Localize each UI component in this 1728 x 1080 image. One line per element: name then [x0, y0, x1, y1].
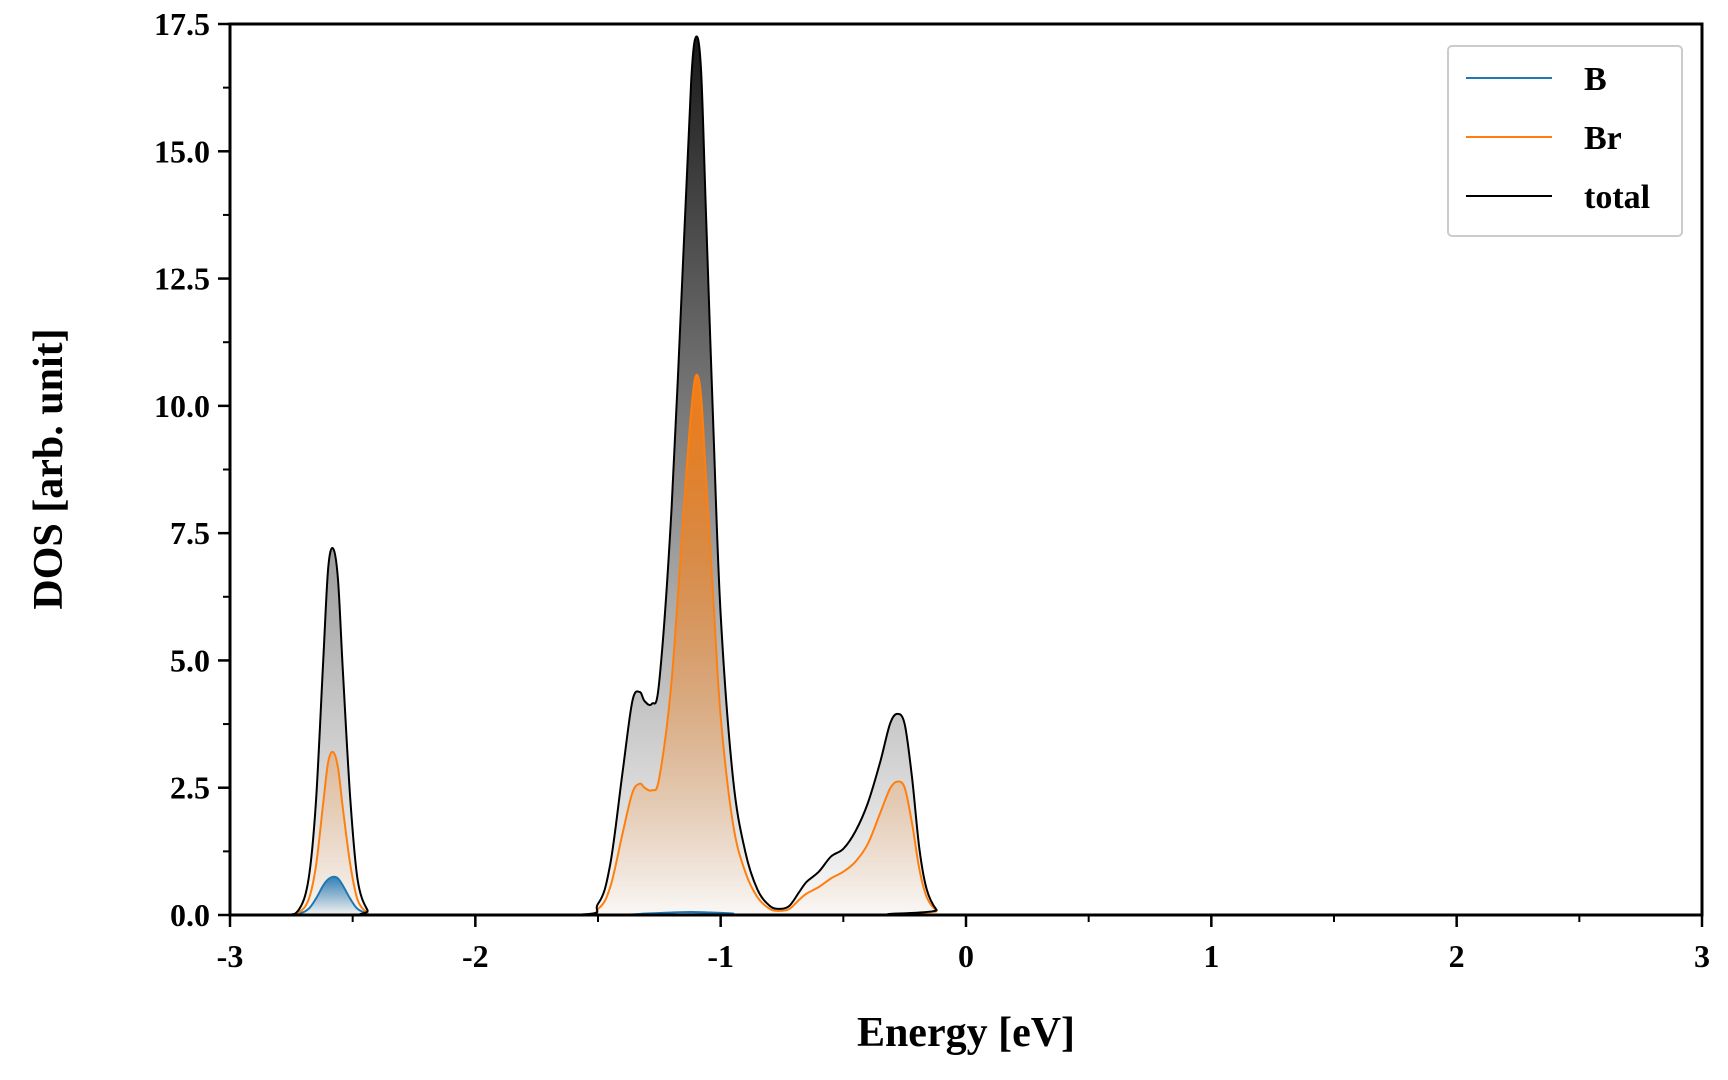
y-tick-label: 2.5 — [170, 770, 210, 806]
axis-tick-labels: -3 -2 -1 0 1 2 3 0.0 2.5 5.0 7.5 10.0 12.5 15.0 17.5 — [154, 6, 1710, 974]
area-fill-b — [230, 876, 1702, 915]
legend-item-total[interactable]: total — [1466, 179, 1650, 216]
legend-label: B — [1584, 61, 1607, 98]
x-axis-label: Energy [eV] — [857, 1010, 1075, 1056]
legend-label: total — [1584, 179, 1650, 216]
legend-box — [1447, 45, 1683, 237]
legend-label: Br — [1584, 120, 1622, 157]
series-line-total — [230, 35, 1702, 917]
y-tick-label: 17.5 — [154, 6, 210, 42]
axis-ticks — [218, 22, 1704, 927]
y-tick-label: 5.0 — [170, 642, 210, 678]
y-axis-label: DOS [arb. unit] — [26, 328, 72, 609]
x-tick-label: 3 — [1694, 938, 1710, 974]
series-line-b — [230, 875, 1702, 917]
legend-item-b[interactable]: B — [1466, 61, 1607, 98]
legend[interactable]: B Br total — [1447, 45, 1683, 237]
x-tick-label: -2 — [462, 938, 489, 974]
y-tick-label: 12.5 — [154, 261, 210, 297]
x-tick-label: 1 — [1203, 938, 1219, 974]
x-tick-label: -1 — [707, 938, 734, 974]
y-tick-label: 15.0 — [154, 133, 210, 169]
y-tick-label: 10.0 — [154, 388, 210, 424]
y-tick-label: 0.0 — [170, 897, 210, 933]
x-tick-label: 0 — [958, 938, 974, 974]
x-tick-label: -3 — [217, 938, 244, 974]
x-tick-label: 2 — [1449, 938, 1465, 974]
legend-item-br[interactable]: Br — [1466, 120, 1622, 157]
y-tick-label: 7.5 — [170, 515, 210, 551]
area-fill-br — [230, 374, 1702, 915]
series-line-br — [230, 373, 1702, 917]
